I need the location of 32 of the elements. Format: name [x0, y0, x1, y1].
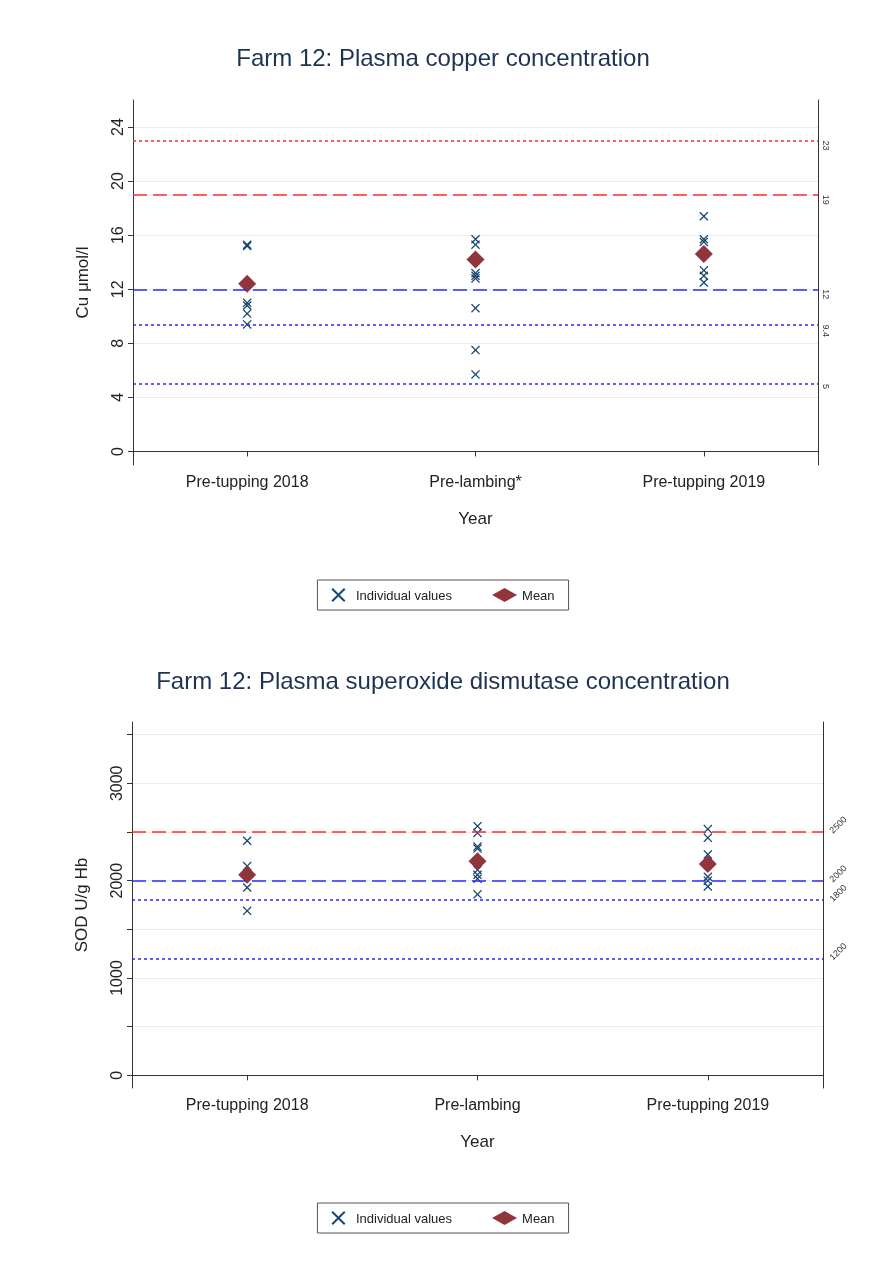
y-tick-label: 2000	[107, 862, 125, 899]
x-tick-label: Pre-tupping 2019	[646, 1095, 770, 1113]
legend-label: Individual values	[355, 587, 453, 603]
ref-line-label: 9.4	[821, 324, 831, 337]
x-tick-label: Pre-lambing	[434, 1095, 521, 1113]
x-tick-label: Pre-tupping 2019	[642, 472, 766, 490]
x-tick-label: Pre-lambing*	[429, 472, 522, 490]
ref-line-label: 5	[821, 383, 831, 389]
legend-label: Individual values	[355, 1210, 453, 1226]
y-axis-title: Cu μmol/l	[73, 246, 92, 319]
ref-line-label: 19	[821, 194, 831, 205]
y-tick-label: 0	[107, 1070, 125, 1080]
y-tick-label: 16	[108, 226, 126, 245]
chart-title: Farm 12: Plasma copper concentration	[236, 43, 650, 71]
y-tick-label: 12	[108, 280, 126, 299]
x-tick-label: Pre-tupping 2018	[185, 1095, 309, 1113]
ref-line-label: 23	[821, 140, 831, 151]
y-axis-title: SOD U/g Hb	[72, 857, 91, 953]
x-axis-title: Year	[458, 509, 494, 528]
x-axis-title: Year	[460, 1132, 496, 1151]
y-tick-label: 3000	[107, 765, 125, 802]
y-tick-label: 4	[108, 392, 126, 402]
y-tick-label: 8	[108, 338, 126, 348]
y-tick-label: 0	[108, 446, 126, 456]
ref-line-label: 12	[821, 289, 831, 300]
legend-label: Mean	[522, 1210, 555, 1226]
x-tick-label: Pre-tupping 2018	[185, 472, 309, 490]
y-tick-label: 20	[108, 172, 126, 191]
chart-title: Farm 12: Plasma superoxide dismutase concentration	[156, 666, 730, 694]
y-tick-label: 1000	[107, 960, 125, 996]
legend-label: Mean	[522, 587, 555, 603]
y-tick-label: 24	[108, 118, 126, 136]
